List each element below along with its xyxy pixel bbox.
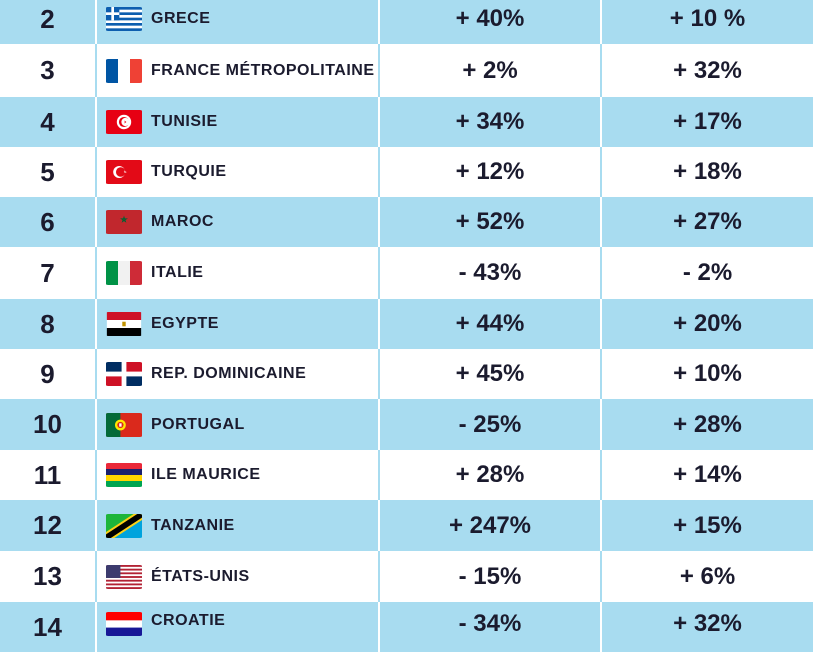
value-cell-2: + 28% (600, 399, 813, 450)
rank-cell: 2 (40, 3, 55, 34)
rank-cell: 9 (40, 358, 55, 389)
country-name: REP. DOMINICAINE (151, 365, 307, 382)
france-flag-icon (105, 58, 143, 83)
value-cell-1: + 34% (378, 97, 600, 147)
croatia-flag-icon (105, 612, 143, 636)
country-cell: TURQUIE (95, 147, 378, 197)
country-name: TANZANIE (151, 516, 235, 534)
country-cell: ITALIE (95, 247, 378, 299)
country-cell: TANZANIE (95, 500, 378, 551)
country-cell: CROATIE (95, 602, 378, 652)
country-cell: EGYPTE (95, 299, 378, 349)
table-row: 14 CROATIE - 34% + 32% (0, 602, 813, 652)
value-cell-2: + 27% (600, 197, 813, 247)
value-cell-1: + 12% (378, 147, 600, 197)
table-row: 7 ITALIE - 43% - 2% (0, 247, 813, 299)
table-row: 3 FRANCE MÉTROPOLITAINE + 2% + 32% (0, 44, 813, 97)
value-cell-2: + 20% (600, 299, 813, 349)
country-name: FRANCE MÉTROPOLITAINE (151, 61, 375, 79)
value-cell-1: + 44% (378, 299, 600, 349)
value-cell-2: + 10 % (600, 0, 813, 44)
value-cell-1: + 28% (378, 450, 600, 500)
rank-cell: 4 (40, 106, 55, 137)
dominican-republic-flag-icon (105, 362, 143, 386)
usa-flag-icon (105, 564, 143, 589)
value-cell-2: + 18% (600, 147, 813, 197)
egypt-flag-icon (105, 312, 143, 336)
country-cell: TUNISIE (95, 97, 378, 147)
value-cell-2: + 15% (600, 500, 813, 551)
country-cell: REP. DOMINICAINE (95, 349, 378, 399)
country-name: TUNISIE (151, 113, 218, 130)
value-cell-2: + 17% (600, 97, 813, 147)
country-name: ILE MAURICE (151, 466, 261, 483)
country-cell: ILE MAURICE (95, 450, 378, 500)
country-name: PORTUGAL (151, 415, 245, 433)
tunisia-flag-icon (105, 110, 143, 134)
country-cell: ÉTATS-UNIS (95, 551, 378, 602)
table-row: 12 TANZANIE + 247% + 15% (0, 500, 813, 551)
country-name: ÉTATS-UNIS (151, 567, 250, 585)
table-row: 6 MAROC + 52% + 27% (0, 197, 813, 247)
rank-cell: 13 (33, 561, 62, 591)
rank-cell: 8 (40, 308, 55, 339)
value-cell-1: + 52% (378, 197, 600, 247)
table-row: 10 PORTUGAL - 25% + 28% (0, 399, 813, 450)
value-cell-1: + 45% (378, 349, 600, 399)
value-cell-1: + 247% (378, 500, 600, 551)
table-row: 5 TURQUIE + 12% + 18% (0, 147, 813, 197)
table-row: 8 EGYPTE + 44% + 20% (0, 299, 813, 349)
country-name: EGYPTE (151, 315, 219, 332)
greece-flag-icon (105, 7, 143, 31)
value-cell-2: + 6% (600, 551, 813, 602)
table-row: 9 REP. DOMINICAINE + 45% + 10% (0, 349, 813, 399)
portugal-flag-icon (105, 412, 143, 437)
rank-cell: 6 (40, 206, 55, 237)
rank-cell: 11 (33, 459, 62, 490)
country-cell: FRANCE MÉTROPOLITAINE (95, 44, 378, 97)
rank-cell: 7 (40, 257, 55, 288)
rank-cell: 10 (33, 409, 62, 439)
value-cell-1: - 43% (378, 247, 600, 299)
mauritius-flag-icon (105, 463, 143, 487)
value-cell-2: + 32% (600, 44, 813, 97)
country-name: ITALIE (151, 264, 204, 281)
rank-cell: 12 (33, 510, 62, 540)
value-cell-1: - 34% (378, 602, 600, 652)
table-row: 2 GRECE + 40% + 10 % (0, 0, 813, 44)
country-name: MAROC (151, 213, 214, 230)
rank-cell: 5 (40, 156, 55, 187)
value-cell-1: + 40% (378, 0, 600, 44)
country-name: GRECE (151, 10, 211, 27)
value-cell-1: + 2% (378, 44, 600, 97)
italy-flag-icon (105, 261, 143, 285)
country-name: CROATIE (151, 612, 226, 629)
value-cell-1: - 15% (378, 551, 600, 602)
morocco-flag-icon (105, 210, 143, 234)
value-cell-2: + 32% (600, 602, 813, 652)
tanzania-flag-icon (105, 513, 143, 538)
country-cell: MAROC (95, 197, 378, 247)
rank-cell: 3 (40, 55, 55, 85)
value-cell-1: - 25% (378, 399, 600, 450)
value-cell-2: - 2% (600, 247, 813, 299)
rank-cell: 14 (33, 612, 62, 642)
value-cell-2: + 10% (600, 349, 813, 399)
table-row: 13 ÉTATS-UNIS - 15% + 6% (0, 551, 813, 602)
turkey-flag-icon (105, 160, 143, 184)
table-row: 11 ILE MAURICE + 28% + 14% (0, 450, 813, 500)
country-cell: GRECE (95, 0, 378, 44)
country-name: TURQUIE (151, 163, 227, 180)
value-cell-2: + 14% (600, 450, 813, 500)
country-cell: PORTUGAL (95, 399, 378, 450)
table-row: 4 TUNISIE + 34% + 17% (0, 97, 813, 147)
